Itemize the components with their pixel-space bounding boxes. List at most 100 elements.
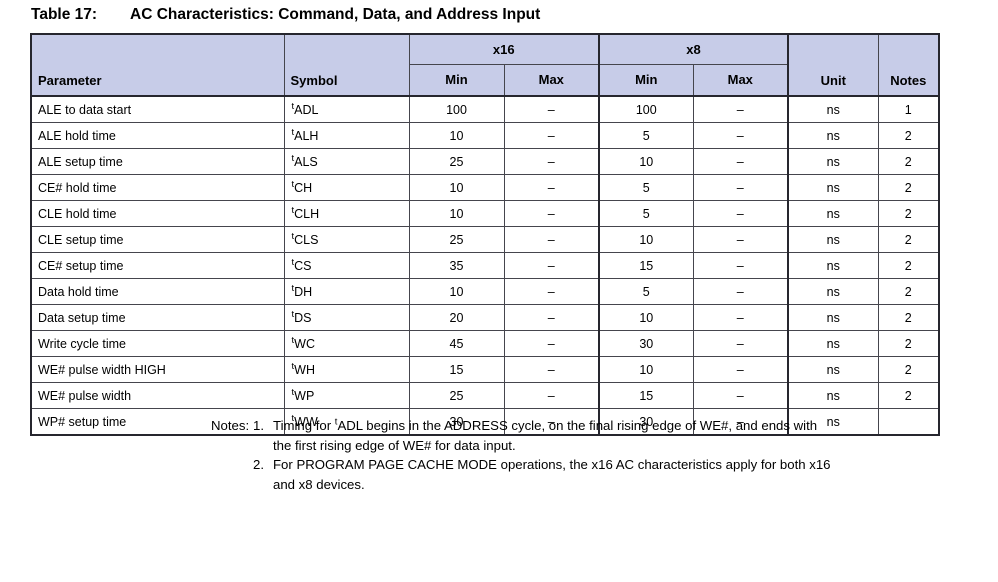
table-row: Write cycle time tWC 45 – 30 – ns 2 bbox=[31, 330, 940, 357]
unit-cell: ns bbox=[787, 252, 879, 279]
x16-min-cell: 10 bbox=[408, 278, 504, 305]
footnote-superscript: t bbox=[334, 416, 338, 428]
col-header-symbol: Symbol bbox=[283, 34, 409, 97]
x8-min-cell: 30 bbox=[598, 330, 694, 357]
table-row: Data setup time tDS 20 – 10 – ns 2 bbox=[31, 304, 940, 331]
x16-min-cell: 25 bbox=[408, 226, 504, 253]
x8-min-cell: 30 bbox=[598, 408, 694, 435]
symbol-superscript: t bbox=[291, 204, 295, 216]
table-row: WE# pulse width HIGH tWH 15 – 10 – ns 2 bbox=[31, 356, 940, 383]
footnote-number: 1. bbox=[253, 418, 264, 433]
col-header-unit: Unit bbox=[787, 34, 879, 97]
x8-max-cell: – bbox=[692, 408, 789, 435]
x8-min-cell: 10 bbox=[598, 226, 694, 253]
symbol-text: ALH bbox=[294, 128, 319, 143]
notes-cell bbox=[877, 408, 940, 435]
x8-min-cell: 5 bbox=[598, 278, 694, 305]
symbol-text: CLH bbox=[294, 206, 320, 221]
symbol-text: WW bbox=[294, 414, 318, 429]
x8-max-cell: – bbox=[692, 356, 789, 383]
footnote-text: Timing for tADL begins in the ADDRESS cy… bbox=[273, 416, 838, 455]
table-row: CE# setup time tCS 35 – 15 – ns 2 bbox=[31, 252, 940, 279]
symbol-text: WH bbox=[294, 362, 315, 377]
col-header-x8-max: Max bbox=[692, 64, 789, 97]
unit-cell: ns bbox=[787, 95, 879, 123]
x8-max-cell: – bbox=[692, 382, 789, 409]
symbol-superscript: t bbox=[291, 256, 295, 268]
notes-cell: 2 bbox=[877, 252, 940, 279]
parameter-cell: Data setup time bbox=[31, 304, 284, 331]
symbol-superscript: t bbox=[291, 100, 295, 112]
footnotes-block: Notes: 1. Timing for tADL begins in the … bbox=[211, 416, 838, 494]
symbol-superscript: t bbox=[291, 334, 295, 346]
table-row: ALE hold time tALH 10 – 5 – ns 2 bbox=[31, 122, 940, 149]
x16-min-cell: 10 bbox=[408, 174, 504, 201]
unit-cell: ns bbox=[787, 200, 879, 227]
unit-cell: ns bbox=[787, 148, 879, 175]
symbol-text: CS bbox=[294, 258, 312, 273]
ac-characteristics-table: Parameter Symbol x16 x8 Unit Notes Min M… bbox=[30, 33, 941, 436]
symbol-cell: tCLS bbox=[283, 226, 409, 253]
x8-min-cell: 5 bbox=[598, 174, 694, 201]
x16-max-cell: – bbox=[503, 408, 600, 435]
table-row: WP# setup time tWW 30 – 30 – ns bbox=[31, 408, 940, 435]
symbol-superscript: t bbox=[291, 360, 295, 372]
x8-min-cell: 15 bbox=[598, 252, 694, 279]
x16-max-cell: – bbox=[503, 330, 600, 357]
table-body: ALE to data start tADL 100 – 100 – ns 1 … bbox=[31, 95, 940, 435]
footnote-text-post: For PROGRAM PAGE CACHE MODE operations, … bbox=[273, 457, 831, 492]
notes-cell: 2 bbox=[877, 226, 940, 253]
notes-cell: 2 bbox=[877, 382, 940, 409]
footnote-label-spacer bbox=[211, 455, 253, 494]
parameter-cell: Data hold time bbox=[31, 278, 284, 305]
notes-cell: 2 bbox=[877, 174, 940, 201]
x16-max-cell: – bbox=[503, 200, 600, 227]
parameter-cell: ALE setup time bbox=[31, 148, 284, 175]
notes-cell: 2 bbox=[877, 356, 940, 383]
unit-cell: ns bbox=[787, 278, 879, 305]
x8-max-cell: – bbox=[692, 278, 789, 305]
x8-min-cell: 10 bbox=[598, 148, 694, 175]
x8-min-cell: 100 bbox=[598, 95, 694, 123]
notes-cell: 2 bbox=[877, 122, 940, 149]
table-row: CE# hold time tCH 10 – 5 – ns 2 bbox=[31, 174, 940, 201]
x16-max-cell: – bbox=[503, 304, 600, 331]
x8-min-cell: 5 bbox=[598, 200, 694, 227]
symbol-cell: tALS bbox=[283, 148, 409, 175]
col-header-x16-max: Max bbox=[503, 64, 600, 97]
table-row: CLE hold time tCLH 10 – 5 – ns 2 bbox=[31, 200, 940, 227]
x16-min-cell: 45 bbox=[408, 330, 504, 357]
x8-max-cell: – bbox=[692, 174, 789, 201]
x16-min-cell: 10 bbox=[408, 200, 504, 227]
symbol-superscript: t bbox=[291, 282, 295, 294]
x16-min-cell: 100 bbox=[408, 95, 504, 123]
unit-cell: ns bbox=[787, 382, 879, 409]
x16-max-cell: – bbox=[503, 226, 600, 253]
parameter-cell: WP# setup time bbox=[31, 408, 284, 435]
x8-max-cell: – bbox=[692, 252, 789, 279]
parameter-cell: WE# pulse width bbox=[31, 382, 284, 409]
x8-min-cell: 15 bbox=[598, 382, 694, 409]
symbol-cell: tWH bbox=[283, 356, 409, 383]
notes-cell: 1 bbox=[877, 95, 940, 123]
table-row: CLE setup time tCLS 25 – 10 – ns 2 bbox=[31, 226, 940, 253]
col-header-notes: Notes bbox=[877, 34, 940, 97]
table-title: Table 17: AC Characteristics: Command, Da… bbox=[31, 6, 540, 24]
symbol-text: ALS bbox=[294, 154, 318, 169]
x16-min-cell: 25 bbox=[408, 148, 504, 175]
x16-min-cell: 35 bbox=[408, 252, 504, 279]
unit-cell: ns bbox=[787, 122, 879, 149]
x8-min-cell: 5 bbox=[598, 122, 694, 149]
symbol-superscript: t bbox=[291, 178, 295, 190]
x8-min-cell: 10 bbox=[598, 304, 694, 331]
symbol-text: DH bbox=[294, 284, 313, 299]
symbol-cell: tCS bbox=[283, 252, 409, 279]
symbol-cell: tWP bbox=[283, 382, 409, 409]
x16-max-cell: – bbox=[503, 122, 600, 149]
table-number-label: Table 17: bbox=[31, 6, 98, 23]
symbol-cell: tALH bbox=[283, 122, 409, 149]
x16-min-cell: 25 bbox=[408, 382, 504, 409]
table-row: ALE to data start tADL 100 – 100 – ns 1 bbox=[31, 95, 940, 123]
symbol-cell: tWC bbox=[283, 330, 409, 357]
